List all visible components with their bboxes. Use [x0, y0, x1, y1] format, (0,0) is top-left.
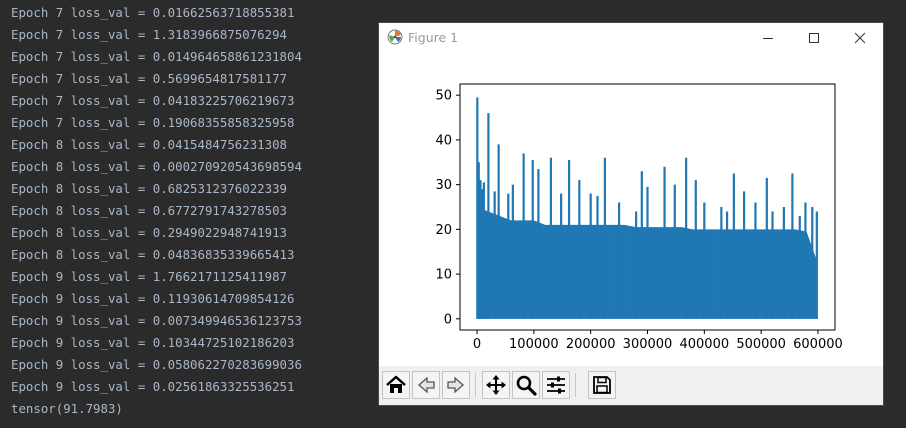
y-tick-label: 20: [435, 223, 452, 238]
configure-subplots-button[interactable]: [542, 371, 570, 399]
x-tick-label: 100000: [509, 337, 559, 352]
forward-icon: [447, 376, 464, 394]
plot-canvas[interactable]: 0 100000 200000 300000 400000 500000 600000 0 10…: [379, 52, 883, 366]
save-button[interactable]: [588, 371, 616, 399]
home-icon: [386, 375, 406, 393]
console-line: Epoch 8 loss_val = 0.6825312376022339: [11, 181, 288, 196]
console-line: Epoch 9 loss_val = 0.02561863325536251: [11, 379, 295, 394]
x-tick-label: 0: [473, 337, 481, 352]
x-tick-label: 600000: [793, 337, 843, 352]
console-line: Epoch 9 loss_val = 0.007349946536123753: [11, 313, 302, 328]
close-button[interactable]: [837, 23, 883, 52]
console-line: Epoch 9 loss_val = 0.10344725102186203: [11, 335, 295, 350]
back-icon: [418, 376, 435, 394]
y-tick-label: 50: [435, 89, 452, 104]
zoom-icon: [516, 375, 537, 396]
toolbar-separator: [475, 373, 476, 397]
console-line: Epoch 8 loss_val = 0.0415484756231308: [11, 137, 288, 152]
y-tick-label: 30: [435, 178, 452, 193]
console-line: Epoch 7 loss_val = 0.5699654817581177: [11, 71, 288, 86]
navigation-toolbar: [379, 366, 883, 405]
x-tick-label: 300000: [623, 337, 673, 352]
toolbar-separator: [575, 373, 576, 397]
axis-ticks: 0 100000 200000 300000 400000 500000 600000 0 10…: [435, 89, 842, 352]
console-line: Epoch 7 loss_val = 0.04183225706219673: [11, 93, 295, 108]
console-line: Epoch 7 loss_val = 1.3183966875076294: [11, 27, 288, 42]
home-button[interactable]: [382, 371, 410, 399]
console-line: Epoch 9 loss_val = 0.11930614709854126: [11, 291, 295, 306]
console-line: Epoch 8 loss_val = 0.2949022948741913: [11, 225, 288, 240]
console-line: Epoch 9 loss_val = 0.058062270283699036: [11, 357, 302, 372]
x-tick-label: 500000: [736, 337, 786, 352]
console-line: Epoch 8 loss_val = 0.6772791743278503: [11, 203, 288, 218]
y-tick-label: 10: [435, 268, 452, 283]
save-icon: [593, 376, 611, 394]
y-tick-label: 40: [435, 133, 452, 148]
pan-icon: [486, 375, 506, 395]
minimize-icon: [763, 37, 773, 39]
x-tick-label: 400000: [679, 337, 729, 352]
back-button[interactable]: [412, 371, 440, 399]
console-line: Epoch 7 loss_val = 0.01662563718855381: [11, 5, 295, 20]
figure-window: Figure 1 0 100000 200000 300000 400000 500000…: [378, 22, 884, 406]
configure-subplots-icon: [547, 376, 565, 394]
title-bar[interactable]: Figure 1: [379, 23, 883, 52]
console-line: tensor(91.7983): [11, 401, 123, 416]
console-line: Epoch 8 loss_val = 0.000270920543698594: [11, 159, 302, 174]
forward-button[interactable]: [442, 371, 470, 399]
console-line: Epoch 8 loss_val = 0.04836835339665413: [11, 247, 295, 262]
data-series: [476, 97, 818, 319]
matplotlib-logo-icon: [387, 29, 403, 45]
close-icon: [854, 32, 866, 43]
x-tick-label: 200000: [566, 337, 616, 352]
maximize-icon: [809, 32, 819, 43]
pan-button[interactable]: [482, 371, 510, 399]
minimize-button[interactable]: [745, 23, 791, 52]
zoom-button[interactable]: [512, 371, 540, 399]
console-line: Epoch 7 loss_val = 0.014964658861231804: [11, 49, 302, 64]
console-line: Epoch 7 loss_val = 0.19068355858325958: [11, 115, 295, 130]
y-tick-label: 0: [444, 312, 452, 327]
window-title: Figure 1: [408, 30, 459, 45]
console-line: Epoch 9 loss_val = 1.7662171125411987: [11, 269, 288, 284]
maximize-button[interactable]: [791, 23, 837, 52]
